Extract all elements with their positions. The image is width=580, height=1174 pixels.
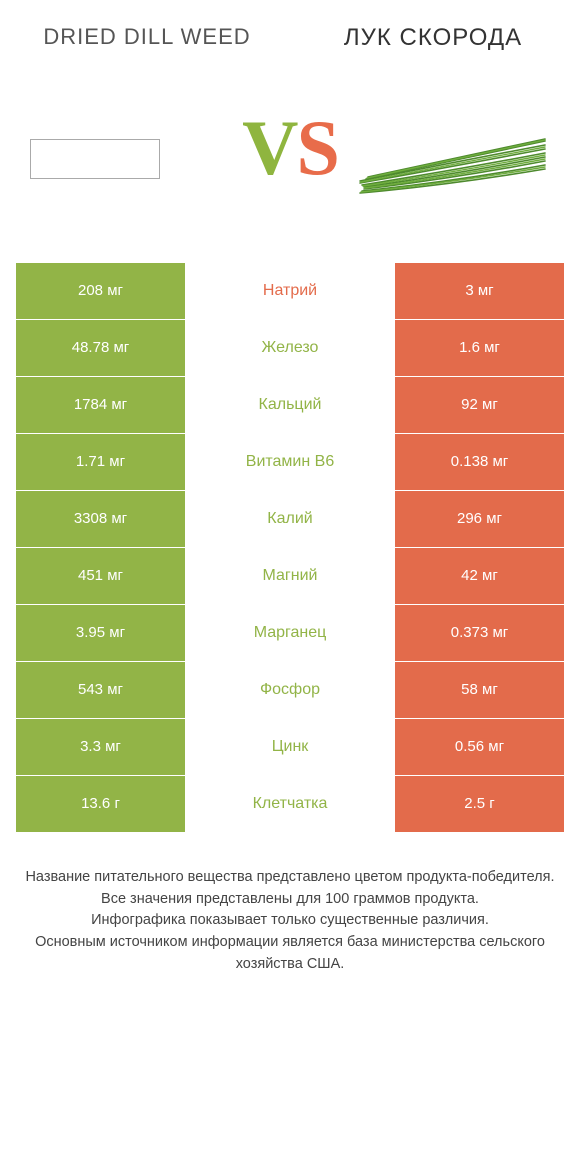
footnote: Название питательного вещества представл…	[24, 867, 556, 976]
title-left: DRIED DILL WEED	[30, 24, 264, 53]
vs-s: S	[296, 104, 337, 191]
right-value: 0.56 мг	[394, 719, 564, 775]
vs-label: VS	[242, 103, 338, 193]
right-value: 3 мг	[394, 263, 564, 319]
footnote-line: Основным источником информации является …	[24, 932, 556, 976]
nutrient-label: Натрий	[186, 263, 394, 319]
right-value: 58 мг	[394, 662, 564, 718]
footnote-line: Инфографика показывает только существенн…	[24, 910, 556, 932]
left-value: 3.95 мг	[16, 605, 186, 661]
right-value: 92 мг	[394, 377, 564, 433]
table-row: 48.78 мгЖелезо1.6 мг	[16, 320, 564, 377]
left-value: 3.3 мг	[16, 719, 186, 775]
nutrient-label: Железо	[186, 320, 394, 376]
nutrient-label: Марганец	[186, 605, 394, 661]
footnote-line: Название питательного вещества представл…	[24, 867, 556, 889]
left-value: 13.6 г	[16, 776, 186, 832]
left-value: 48.78 мг	[16, 320, 186, 376]
table-row: 451 мгМагний42 мг	[16, 548, 564, 605]
right-value: 1.6 мг	[394, 320, 564, 376]
table-row: 1.71 мгВитамин B60.138 мг	[16, 434, 564, 491]
left-value: 3308 мг	[16, 491, 186, 547]
vs-v: V	[242, 104, 296, 191]
footnote-line: Все значения представлены для 100 граммо…	[24, 889, 556, 911]
right-value: 0.138 мг	[394, 434, 564, 490]
table-row: 3.3 мгЦинк0.56 мг	[16, 719, 564, 776]
table-row: 3308 мгКалий296 мг	[16, 491, 564, 548]
right-value: 2.5 г	[394, 776, 564, 832]
nutrient-label: Витамин B6	[186, 434, 394, 490]
table-row: 543 мгФосфор58 мг	[16, 662, 564, 719]
right-value: 0.373 мг	[394, 605, 564, 661]
chives-icon	[350, 119, 550, 199]
image-row: VS	[0, 53, 580, 243]
table-row: 13.6 гКлетчатка2.5 г	[16, 776, 564, 833]
left-value: 1784 мг	[16, 377, 186, 433]
left-value: 1.71 мг	[16, 434, 186, 490]
nutrient-label: Цинк	[186, 719, 394, 775]
table-row: 3.95 мгМарганец0.373 мг	[16, 605, 564, 662]
right-image-chives	[350, 119, 550, 199]
nutrient-label: Фосфор	[186, 662, 394, 718]
nutrient-label: Клетчатка	[186, 776, 394, 832]
table-row: 1784 мгКальций92 мг	[16, 377, 564, 434]
nutrient-label: Кальций	[186, 377, 394, 433]
header: DRIED DILL WEED ЛУК СКОРОДА	[0, 0, 580, 53]
left-value: 451 мг	[16, 548, 186, 604]
table-row: 208 мгНатрий3 мг	[16, 263, 564, 320]
left-image-placeholder	[30, 139, 160, 179]
comparison-table: 208 мгНатрий3 мг48.78 мгЖелезо1.6 мг1784…	[16, 263, 564, 833]
left-value: 208 мг	[16, 263, 186, 319]
right-value: 296 мг	[394, 491, 564, 547]
title-right: ЛУК СКОРОДА	[316, 24, 550, 53]
nutrient-label: Калий	[186, 491, 394, 547]
right-value: 42 мг	[394, 548, 564, 604]
nutrient-label: Магний	[186, 548, 394, 604]
left-value: 543 мг	[16, 662, 186, 718]
